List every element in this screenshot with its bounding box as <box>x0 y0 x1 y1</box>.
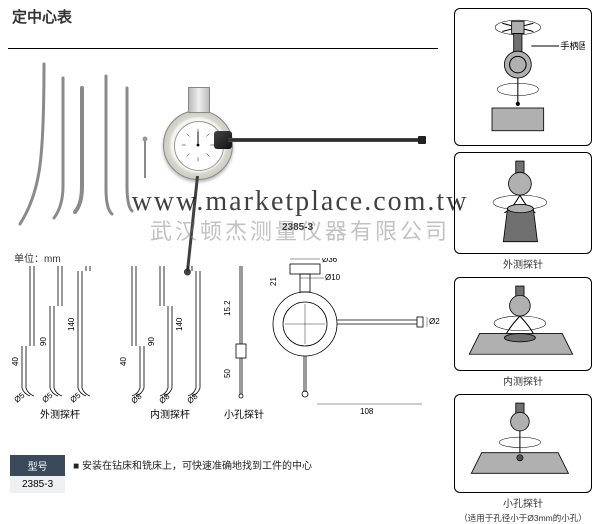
svg-text:90: 90 <box>39 337 48 346</box>
svg-text:外测探杆: 外测探杆 <box>40 408 80 421</box>
diagram-small-probe <box>454 394 592 493</box>
diagram-column: 手柄固定 外测探针 内测探针 <box>454 8 592 524</box>
diagram-handle-fix: 手柄固定 <box>454 8 592 146</box>
svg-text:140: 140 <box>175 317 184 331</box>
svg-text:40: 40 <box>11 357 20 366</box>
technical-drawing: 40 Ø5 90 Ø5 140 Ø5 外测探杆 40 Ø8 90 Ø8 <box>10 258 440 438</box>
svg-text:Ø24: Ø24 <box>429 317 440 326</box>
svg-text:Ø8: Ø8 <box>130 391 144 405</box>
svg-text:40: 40 <box>119 357 128 366</box>
svg-text:小孔探针: 小孔探针 <box>224 408 264 421</box>
footer: 型号 2385-3 ■ 安装在钻床和铣床上，可快速准确地找到工件的中心 <box>10 455 312 493</box>
svg-text:140: 140 <box>67 317 76 331</box>
svg-text:Ø10: Ø10 <box>325 273 341 282</box>
svg-text:Ø8: Ø8 <box>186 391 200 405</box>
svg-text:15.2: 15.2 <box>223 300 232 316</box>
diagram-small-note: （适用于孔径小于Ø3mm的小孔） <box>454 512 592 524</box>
diagram-inner-probe <box>454 277 592 372</box>
svg-text:Ø8: Ø8 <box>158 391 172 405</box>
svg-text:50: 50 <box>223 369 232 378</box>
separator <box>8 48 438 49</box>
indicator-arm <box>228 138 423 142</box>
model-label: 2385-3 <box>282 222 313 233</box>
model-value: 2385-3 <box>10 476 65 493</box>
page-title: 定中心表 <box>12 6 72 27</box>
svg-text:Ø36: Ø36 <box>322 258 338 264</box>
svg-text:手柄固定: 手柄固定 <box>560 40 585 51</box>
svg-text:90: 90 <box>147 337 156 346</box>
svg-text:内测探杆: 内测探杆 <box>150 408 190 421</box>
svg-text:21: 21 <box>269 277 278 286</box>
svg-text:108: 108 <box>360 407 374 416</box>
diagram-outer-probe <box>454 152 592 254</box>
stylus <box>186 176 199 271</box>
footer-note: ■ 安装在钻床和铣床上，可快速准确地找到工件的中心 <box>73 455 312 472</box>
diagram-inner-caption: 内测探针 <box>454 373 592 388</box>
model-header: 型号 <box>10 455 65 476</box>
product-photo <box>8 58 438 218</box>
diagram-small-caption: 小孔探针 <box>454 495 592 510</box>
diagram-outer-caption: 外测探针 <box>454 256 592 271</box>
model-box: 型号 2385-3 <box>10 455 65 493</box>
